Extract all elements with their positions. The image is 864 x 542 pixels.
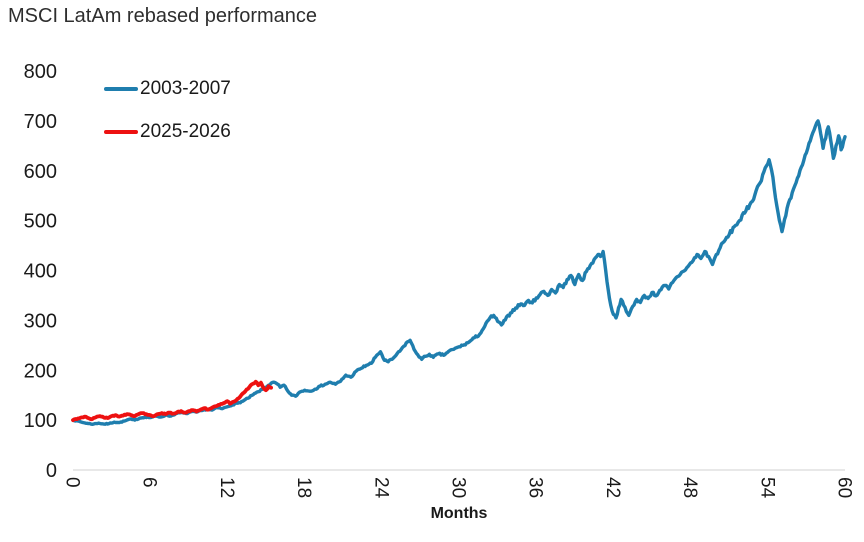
x-tick-label: 30 — [448, 477, 469, 498]
x-axis-title: Months — [430, 505, 488, 522]
y-tick-label: 800 — [24, 61, 57, 83]
legend-item: 2003-2007 — [104, 77, 231, 101]
y-tick-label: 200 — [24, 360, 57, 382]
legend-item: 2025-2026 — [104, 120, 231, 144]
y-tick-label: 0 — [46, 460, 57, 482]
legend-line-swatch — [104, 87, 138, 91]
x-tick-label: 48 — [679, 477, 700, 498]
legend-line-swatch — [104, 130, 138, 134]
x-tick-label: 12 — [216, 477, 237, 498]
x-tick-label: 0 — [62, 477, 83, 488]
legend: 2003-2007 2025-2026 — [104, 77, 231, 163]
y-tick-label: 400 — [24, 261, 57, 283]
series-line-2025-2026 — [71, 379, 274, 423]
x-tick-label: 24 — [370, 477, 391, 499]
x-tick-label: 42 — [602, 477, 623, 498]
x-tick-label: 18 — [293, 477, 314, 498]
chart-title: MSCI LatAm rebased performance — [8, 5, 318, 27]
legend-label: 2025-2026 — [140, 121, 231, 142]
y-tick-label: 600 — [24, 161, 57, 183]
y-tick-label: 700 — [24, 111, 57, 133]
x-tick-label: 6 — [139, 477, 160, 488]
y-tick-label: 100 — [24, 410, 57, 432]
x-tick-label: 60 — [834, 477, 855, 498]
x-tick-label: 54 — [756, 477, 777, 499]
legend-label: 2003-2007 — [140, 78, 231, 99]
y-tick-label: 300 — [24, 310, 57, 332]
series-line-2003-2007 — [71, 119, 847, 426]
y-tick-label: 500 — [24, 211, 57, 233]
x-tick-label: 36 — [525, 477, 546, 498]
